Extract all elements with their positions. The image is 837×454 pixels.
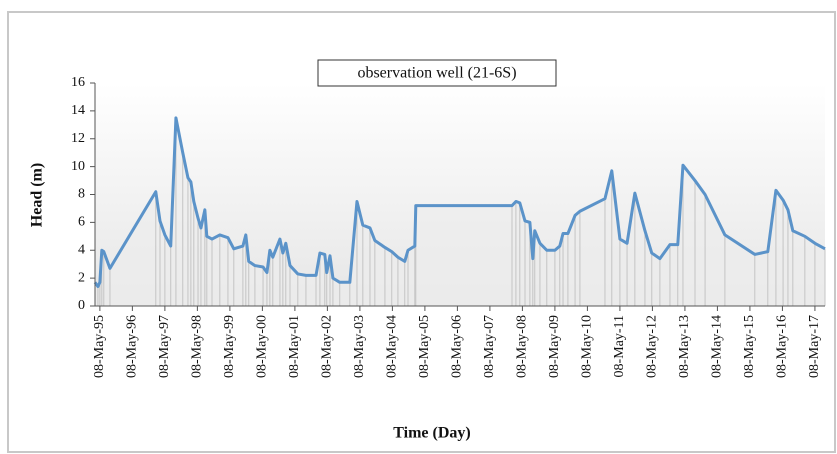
title-box — [317, 59, 557, 87]
y-tick-label: 4 — [78, 242, 85, 257]
x-tick-label: 08-May-00 — [255, 315, 270, 378]
x-tick-label: 08-May-12 — [645, 315, 660, 378]
x-tick-label: 08-May-10 — [580, 315, 595, 378]
x-tick-label: 08-May-17 — [807, 315, 822, 378]
x-tick-label: 08-May-99 — [222, 315, 237, 378]
data-line — [93, 116, 826, 288]
x-tick-label: 08-May-16 — [775, 315, 790, 378]
y-tick-label: 8 — [78, 187, 85, 202]
x-tick-label: 08-May-98 — [190, 315, 205, 378]
y-axis-label: Head (m) — [29, 163, 46, 227]
x-tick-label: 08-May-14 — [710, 315, 725, 378]
x-tick-label: 08-May-02 — [320, 315, 335, 378]
y-tick-label: 16 — [71, 75, 85, 90]
chart-title: observation well (21-6S) — [357, 65, 516, 82]
y-tick-label: 0 — [78, 298, 85, 313]
x-tick-label: 08-May-97 — [157, 315, 172, 378]
x-tick-label: 08-May-03 — [352, 315, 367, 378]
x-tick-label: 08-May-06 — [450, 315, 465, 378]
y-tick-label: 2 — [78, 270, 85, 285]
x-tick-label: 08-May-13 — [677, 315, 692, 378]
x-tick-label: 08-May-04 — [385, 315, 400, 378]
y-tick-label: 14 — [71, 103, 85, 118]
x-tick-label: 08-May-95 — [92, 315, 107, 378]
x-tick-label: 08-May-01 — [287, 315, 302, 378]
x-tick-label: 08-May-07 — [482, 315, 497, 378]
x-tick-label: 08-May-05 — [417, 315, 432, 378]
y-tick-label: 10 — [71, 159, 85, 174]
x-axis-label: Time (Day) — [393, 425, 470, 442]
x-tick-label: 08-May-15 — [742, 315, 757, 378]
x-tick-label: 08-May-11 — [612, 315, 627, 377]
y-tick-label: 6 — [78, 215, 85, 230]
x-tick-label: 08-May-08 — [515, 315, 530, 378]
x-tick-label: 08-May-96 — [125, 315, 140, 378]
x-tick-label: 08-May-09 — [547, 315, 562, 378]
y-tick-label: 12 — [71, 131, 85, 146]
area — [95, 117, 825, 306]
